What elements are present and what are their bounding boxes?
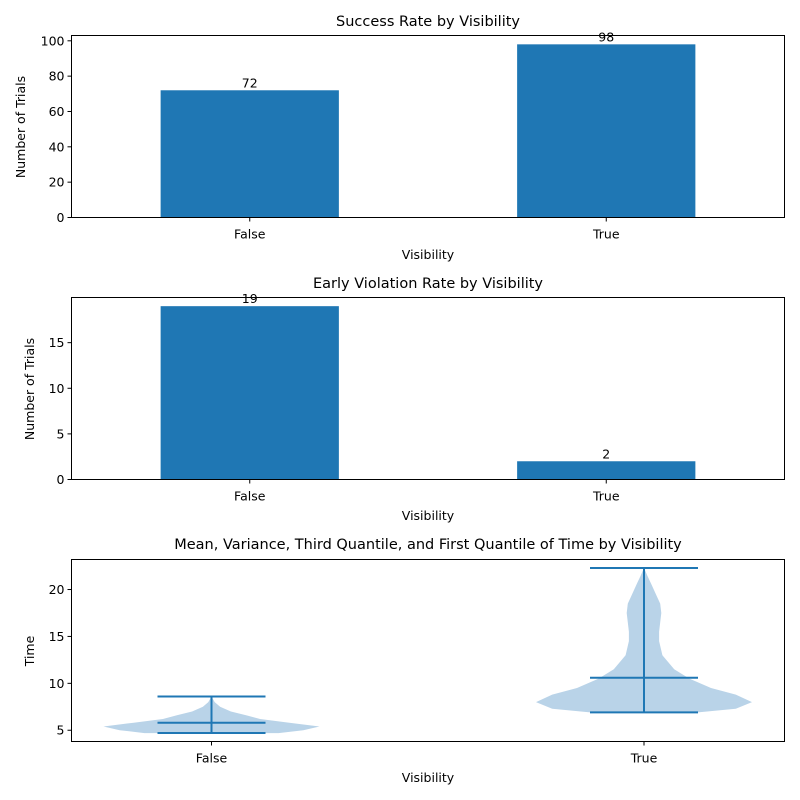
- chart3-xtick-label: True: [630, 751, 658, 766]
- chart1-xlabel: Visibility: [402, 247, 455, 262]
- chart2-bar-value-label: 2: [602, 446, 610, 461]
- chart3-ytick-label: 5: [57, 723, 65, 738]
- chart1-bar: [517, 44, 696, 218]
- chart1-plot: 72 98 0 20 40 60 80 100 False True: [41, 29, 696, 242]
- chart3-xlabel: Visibility: [402, 770, 455, 785]
- chart-time-violin: Mean, Variance, Third Quantile, and Firs…: [22, 537, 785, 785]
- chart1-ylabel: Number of Trials: [13, 76, 28, 178]
- chart1-ytick-label: 40: [49, 139, 65, 154]
- chart1-ytick-label: 60: [49, 104, 65, 119]
- chart2-plot: 19 2 0 5 10 15 False True: [49, 291, 696, 504]
- chart3-title: Mean, Variance, Third Quantile, and Firs…: [174, 537, 682, 553]
- chart2-xtick-label: False: [234, 489, 266, 504]
- chart-success-rate: Success Rate by Visibility 72 98 0 20 40 60 80…: [13, 14, 785, 262]
- chart1-ytick-label: 20: [49, 175, 65, 190]
- chart1-axes-frame: [71, 35, 785, 218]
- chart1-bar: [160, 90, 339, 218]
- chart1-title: Success Rate by Visibility: [336, 14, 520, 30]
- chart3-ylabel: Time: [22, 635, 37, 667]
- chart2-bar: [160, 306, 339, 480]
- chart2-ytick-label: 15: [49, 335, 65, 350]
- chart1-ytick-label: 80: [49, 69, 65, 84]
- chart-early-violation-rate: Early Violation Rate by Visibility 19 2 0 5…: [22, 276, 785, 523]
- chart2-ytick-label: 0: [57, 472, 65, 487]
- chart2-ylabel: Number of Trials: [22, 338, 37, 440]
- chart2-ytick-label: 5: [57, 426, 65, 441]
- chart1-xtick-label: True: [592, 227, 620, 242]
- chart3-axes-frame: [71, 559, 785, 742]
- chart1-ytick-label: 100: [41, 33, 65, 48]
- chart3-ytick-label: 10: [49, 676, 65, 691]
- chart3-ytick-label: 20: [49, 582, 65, 597]
- chart1-bar-value-label: 98: [598, 29, 614, 44]
- chart2-bar: [517, 461, 696, 480]
- chart2-axes-frame: [71, 297, 785, 480]
- chart3-plot: 5 10 15 20 False True: [49, 566, 752, 766]
- chart1-ytick-label: 0: [57, 210, 65, 225]
- chart2-bar-value-label: 19: [242, 291, 258, 306]
- chart2-title: Early Violation Rate by Visibility: [313, 276, 543, 292]
- chart2-xlabel: Visibility: [402, 508, 455, 523]
- chart3-xtick-label: False: [196, 751, 228, 766]
- chart1-bar-value-label: 72: [242, 75, 258, 90]
- chart1-xtick-label: False: [234, 227, 266, 242]
- chart3-ytick-label: 15: [49, 629, 65, 644]
- chart2-xtick-label: True: [592, 489, 620, 504]
- chart2-ytick-label: 10: [49, 381, 65, 396]
